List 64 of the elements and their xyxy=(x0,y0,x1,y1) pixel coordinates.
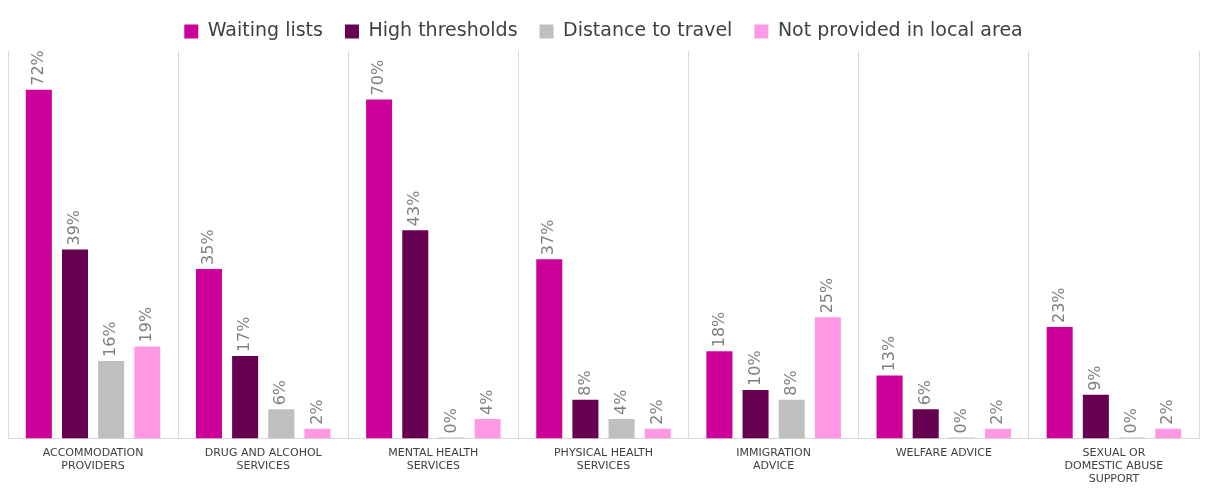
data-label: 13% xyxy=(878,335,898,372)
data-label: 10% xyxy=(744,350,764,386)
bar xyxy=(572,399,599,439)
bar xyxy=(1155,428,1182,439)
data-label: 0% xyxy=(1121,408,1141,434)
bar xyxy=(706,351,733,439)
bar xyxy=(61,249,89,439)
data-label: 72% xyxy=(27,50,47,86)
data-label: 70% xyxy=(368,59,388,96)
data-label: 37% xyxy=(538,219,558,256)
data-label: 4% xyxy=(610,389,630,416)
data-label: 23% xyxy=(1048,287,1068,324)
data-label: 35% xyxy=(198,229,218,265)
x-tick-label: SEXUAL OR DOMESTIC ABUSE SUPPORT xyxy=(1064,445,1164,486)
bar xyxy=(304,428,331,439)
bar xyxy=(536,259,563,439)
x-tick-label: ACCOMMODATION PROVIDERS xyxy=(42,445,144,473)
data-label: 2% xyxy=(306,399,326,425)
bar xyxy=(814,317,841,439)
legend-label: Not provided in local area xyxy=(777,18,1023,41)
data-label: 2% xyxy=(646,399,666,425)
data-label: 9% xyxy=(1085,365,1105,391)
legend-label: Distance to travel xyxy=(563,18,733,41)
legend-label: Waiting lists xyxy=(207,18,323,41)
bar xyxy=(474,419,501,439)
data-label: 17% xyxy=(234,316,254,353)
data-label: 39% xyxy=(64,209,84,246)
bar xyxy=(876,375,903,439)
bar xyxy=(608,419,635,439)
bar xyxy=(742,389,769,439)
x-tick-label: IMMIGRATION ADVICE xyxy=(736,445,811,473)
data-label: 0% xyxy=(440,408,460,434)
x-tick-label: WELFARE ADVICE xyxy=(895,445,992,459)
data-label: 19% xyxy=(136,306,156,343)
data-label: 16% xyxy=(100,321,120,357)
data-label: 6% xyxy=(914,379,934,406)
x-tick-label: MENTAL HEALTH SERVICES xyxy=(388,445,479,473)
data-label: 18% xyxy=(708,311,728,348)
data-label: 25% xyxy=(817,277,837,314)
bar xyxy=(1046,327,1073,439)
bar xyxy=(912,409,939,439)
bar xyxy=(232,356,259,439)
bar xyxy=(134,346,161,439)
data-label: 2% xyxy=(1157,399,1177,425)
bar xyxy=(778,399,805,439)
data-label: 0% xyxy=(951,408,971,434)
bar xyxy=(195,268,222,439)
bar xyxy=(268,409,295,439)
data-label: 4% xyxy=(476,389,496,416)
data-label: 2% xyxy=(987,399,1007,425)
bar xyxy=(985,428,1012,439)
data-label: 6% xyxy=(270,379,290,406)
data-label: 43% xyxy=(404,190,424,227)
bar xyxy=(366,99,393,439)
data-label: 8% xyxy=(574,370,594,396)
data-label: 8% xyxy=(780,370,800,396)
legend-label: High thresholds xyxy=(368,18,518,41)
bar xyxy=(402,230,429,439)
bar xyxy=(25,89,52,439)
bar xyxy=(1082,394,1109,439)
x-tick-label: PHYSICAL HEALTH SERVICES xyxy=(553,445,654,473)
bar xyxy=(644,428,671,439)
x-tick-label: DRUG AND ALCOHOL SERVICES xyxy=(204,445,323,473)
bar xyxy=(98,360,125,439)
